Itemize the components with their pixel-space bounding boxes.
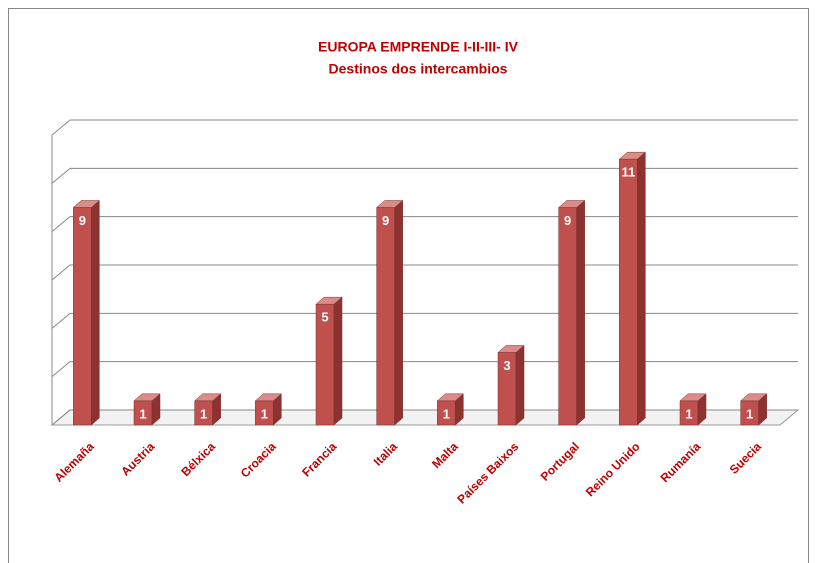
value-label: 3 [503, 358, 510, 373]
value-label: 1 [200, 406, 207, 421]
bar [740, 393, 768, 426]
bar-front [558, 207, 577, 426]
bar-side [91, 199, 100, 426]
bar-side [333, 296, 343, 426]
value-label: 1 [139, 406, 146, 421]
bar-side [394, 199, 403, 426]
bar [194, 393, 222, 426]
bar-top [254, 393, 282, 402]
bar-top [376, 200, 404, 208]
value-label: 5 [321, 310, 328, 325]
chart-subtitle: Destinos dos intercambios [329, 61, 508, 77]
bar-side [576, 199, 585, 426]
chart-title: EUROPA EMPRENDE I-II-III- IV [318, 39, 519, 55]
grid-line [51, 216, 798, 233]
bar-top [679, 393, 707, 402]
value-label: 9 [79, 213, 86, 228]
value-label: 11 [621, 165, 635, 180]
value-label: 1 [746, 406, 753, 421]
value-label: 1 [261, 406, 268, 421]
bar [497, 344, 525, 426]
bar [315, 296, 343, 426]
bar-top [497, 345, 525, 353]
grid-line [51, 264, 798, 281]
bar-top [72, 200, 100, 208]
bar-top [558, 200, 586, 208]
grid-line [51, 119, 798, 136]
grid-line [51, 361, 798, 378]
value-label: 1 [685, 406, 692, 421]
bar-top [740, 393, 768, 402]
bar [133, 393, 161, 426]
value-label: 9 [382, 213, 389, 228]
bar [72, 199, 100, 426]
bar-top [436, 393, 464, 402]
bar-front [73, 207, 92, 426]
bar-top [618, 151, 646, 160]
bar-top [315, 296, 343, 305]
value-label: 9 [564, 213, 571, 228]
bar [558, 199, 586, 426]
bar-front [376, 207, 395, 426]
bar [618, 151, 646, 426]
bar [436, 393, 464, 426]
chart-border [8, 8, 809, 563]
bar [679, 393, 707, 426]
grid-line [51, 167, 798, 184]
bar [376, 199, 404, 426]
bar-front [619, 158, 638, 426]
bar-side [637, 151, 646, 426]
bar-side [515, 344, 525, 426]
bar-top [194, 393, 222, 402]
bar-top [133, 393, 161, 402]
value-label: 1 [443, 406, 450, 421]
bar [254, 393, 282, 426]
grid-line [51, 409, 798, 426]
grid-line [51, 312, 798, 329]
